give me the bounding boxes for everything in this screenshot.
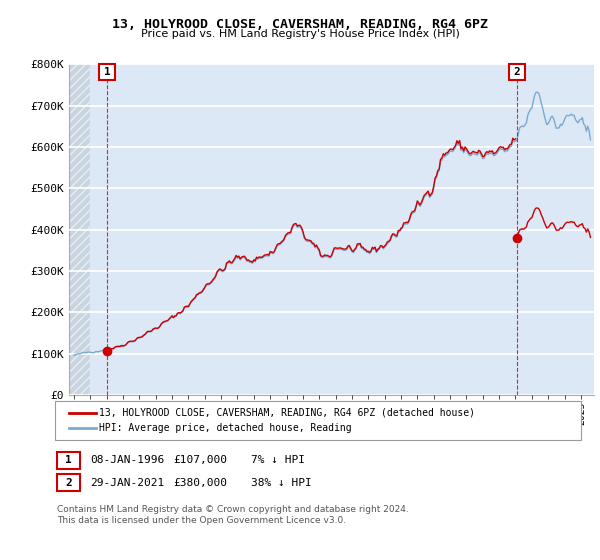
FancyBboxPatch shape xyxy=(100,64,115,80)
FancyBboxPatch shape xyxy=(509,64,524,80)
Text: 7% ↓ HPI: 7% ↓ HPI xyxy=(251,455,305,465)
Text: £380,000: £380,000 xyxy=(173,478,227,488)
Text: 2: 2 xyxy=(65,478,72,488)
Text: 13, HOLYROOD CLOSE, CAVERSHAM, READING, RG4 6PZ: 13, HOLYROOD CLOSE, CAVERSHAM, READING, … xyxy=(112,18,488,31)
Text: £107,000: £107,000 xyxy=(173,455,227,465)
Text: 29-JAN-2021: 29-JAN-2021 xyxy=(91,478,165,488)
Text: 1: 1 xyxy=(104,67,110,77)
Text: 2: 2 xyxy=(514,67,520,77)
Text: Contains HM Land Registry data © Crown copyright and database right 2024.
This d: Contains HM Land Registry data © Crown c… xyxy=(57,505,409,525)
Bar xyxy=(90,64,594,395)
Bar xyxy=(69,64,90,395)
Text: 1: 1 xyxy=(65,455,72,465)
Text: Price paid vs. HM Land Registry's House Price Index (HPI): Price paid vs. HM Land Registry's House … xyxy=(140,29,460,39)
Text: 13, HOLYROOD CLOSE, CAVERSHAM, READING, RG4 6PZ (detached house): 13, HOLYROOD CLOSE, CAVERSHAM, READING, … xyxy=(99,408,475,418)
Text: 38% ↓ HPI: 38% ↓ HPI xyxy=(251,478,311,488)
Bar xyxy=(69,64,90,395)
Text: HPI: Average price, detached house, Reading: HPI: Average price, detached house, Read… xyxy=(99,423,352,433)
Text: 08-JAN-1996: 08-JAN-1996 xyxy=(91,455,165,465)
